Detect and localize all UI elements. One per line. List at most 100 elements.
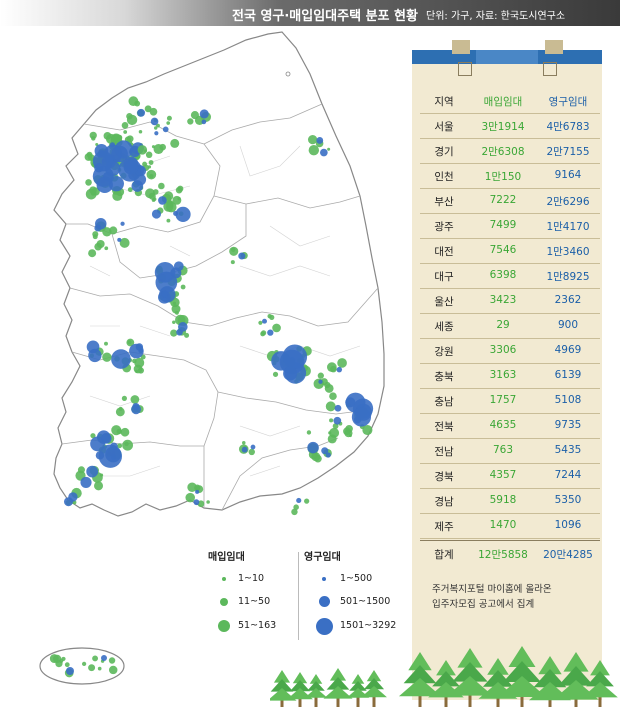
table-row-separator [420,163,600,164]
table-row: 세종 29 900 [420,313,600,338]
legend-divider [298,552,299,640]
window-icon [458,62,472,76]
purchase-bubble [108,657,116,664]
purchase-bubble [81,661,87,666]
permanent-bubble [117,237,122,242]
permanent-bubble [173,261,184,272]
purchase-bubble [108,665,118,675]
purchase-bubble [126,113,133,120]
cell-region: 강원 [434,346,454,358]
purchase-bubble [174,310,179,315]
purchase-bubble [123,130,128,134]
permanent-bubble [262,318,267,324]
purchase-bubble [166,200,174,208]
legend-permanent-item: 501~1500 [340,596,391,607]
purchase-bubble [59,658,64,663]
purchase-bubble [133,364,143,374]
permanent-bubble [114,140,133,159]
legend-purchase-item: 1~10 [238,573,265,584]
purchase-bubble [258,320,263,325]
cell-region: 대전 [434,246,454,258]
table-row: 인천 1만150 9164 [420,163,600,188]
purchase-bubble [119,237,130,248]
purchase-bubble [95,143,99,147]
permanent-bubble [96,430,111,444]
legend-permanent-dot-large [316,618,333,635]
purchase-bubble [149,174,154,179]
legend-purchase-dot-small [222,577,226,581]
purchase-bubble [172,195,182,205]
purchase-bubble [128,96,139,107]
purchase-bubble [158,182,165,190]
purchase-bubble [110,133,122,145]
cell-region: 인천 [434,171,454,183]
purchase-bubble [327,434,337,444]
roof-middle [476,50,538,64]
table-row: 강원 3306 4969 [420,338,600,363]
cell-permanent: 4만6783 [546,121,590,133]
cell-permanent: 4969 [554,344,582,356]
permanent-bubble [241,446,248,453]
permanent-bubble [336,366,343,373]
cell-region: 부산 [434,196,454,208]
purchase-bubble [260,330,267,336]
cell-region: 합계 [434,549,454,561]
purchase-bubble [269,314,275,320]
table-row-separator [420,263,600,264]
purchase-bubble [85,179,92,186]
permanent-bubble [282,344,308,370]
tree-icon [304,674,328,707]
permanent-bubble [161,290,169,298]
permanent-bubble [334,404,342,412]
table-row: 경북 4357 7244 [420,463,600,488]
purchase-bubble [293,504,299,510]
purchase-bubble [88,249,97,258]
trees-decoration [270,646,618,707]
table-note: 주거복지포털 마이홈에 올라온 입주자모집 공고에서 집계 [432,582,552,612]
col-permanent-header: 영구임대 [548,96,588,108]
purchase-bubble [109,226,118,235]
purchase-bubble [172,320,176,325]
legend-purchase-title: 매입임대 [208,552,245,563]
note-line-1: 주거복지포털 마이홈에 올라온 [432,584,552,595]
purchase-bubble [154,126,158,130]
permanent-bubble [158,196,167,205]
cell-purchase: 7499 [489,219,517,231]
table-row: 충남 1757 5108 [420,388,600,413]
permanent-bubble [201,119,207,125]
cell-purchase: 3163 [489,369,517,381]
purchase-bubble [304,498,310,504]
purchase-bubble [307,134,318,145]
chimney-left [452,40,470,54]
purchase-bubble [166,115,172,121]
purchase-bubble [99,473,104,477]
tree-icon [582,660,618,707]
legend-purchase-item: 11~50 [238,596,271,607]
purchase-bubble [229,246,239,256]
permanent-bubble [135,343,144,351]
permanent-bubble [316,137,324,144]
permanent-bubble [86,465,99,478]
legend-permanent-dot-medium [319,596,330,607]
permanent-bubble [318,379,323,384]
purchase-bubble [96,239,105,249]
purchase-bubble [92,655,99,662]
permanent-bubble [80,476,92,488]
permanent-bubble [199,109,209,119]
table-row: 부산 7222 2만6296 [420,188,600,213]
cell-purchase: 7546 [489,244,517,256]
permanent-bubble [250,444,256,450]
korea-map [39,31,385,685]
building-illustration [412,60,602,700]
purchase-bubble [171,304,181,314]
table-row-separator [420,463,600,464]
permanent-bubble [321,447,329,455]
table-row-separator [420,138,600,139]
permanent-bubble [325,452,331,458]
permanent-bubble [162,126,169,133]
cell-permanent: 5350 [554,494,582,506]
cell-permanent: 5108 [554,394,582,406]
cell-permanent: 900 [557,319,579,331]
legend-purchase-dot-large [218,620,230,632]
table-row: 울산 3423 2362 [420,288,600,313]
